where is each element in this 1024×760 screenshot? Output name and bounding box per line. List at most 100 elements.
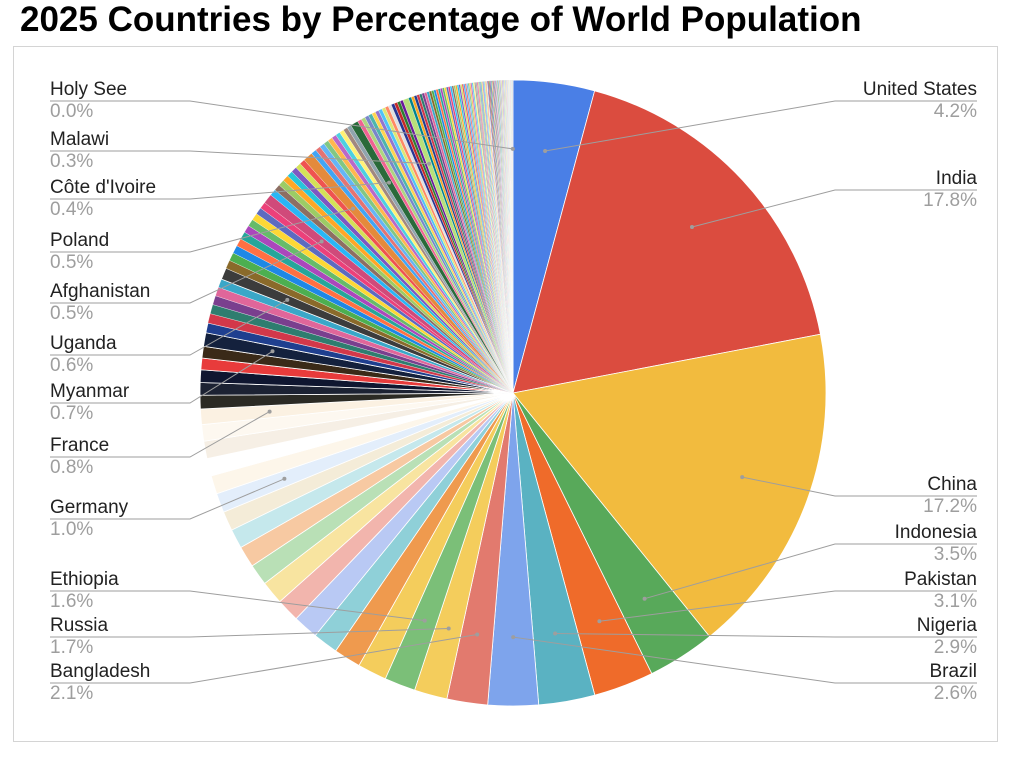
leader-dot <box>427 161 432 166</box>
leader-line <box>50 150 430 165</box>
label-united-states: United States 4.2% <box>863 79 977 123</box>
leader-line <box>50 478 285 520</box>
label-name: Holy See <box>50 79 128 100</box>
leader-dot <box>446 626 451 631</box>
label-percent: 3.1% <box>933 591 977 612</box>
leader-line <box>599 590 977 622</box>
label-bangladesh: Bangladesh 2.1% <box>50 661 150 705</box>
label-name: China <box>927 474 977 495</box>
label-percent: 0.5% <box>50 252 94 273</box>
slice-china <box>512 333 827 638</box>
pie-slices <box>199 79 827 707</box>
leader-dot <box>270 349 275 354</box>
label-percent: 17.8% <box>923 190 977 211</box>
leader-lines <box>50 100 977 684</box>
label-ethiopia: Ethiopia 1.6% <box>50 569 119 613</box>
leader-line <box>50 241 322 304</box>
label-name: Afghanistan <box>50 281 151 302</box>
leader-dot <box>422 618 427 623</box>
label-percent: 0.4% <box>50 199 94 220</box>
label-percent: 1.7% <box>50 637 94 658</box>
label-percent: 0.6% <box>50 355 94 376</box>
leader-dot <box>543 149 548 153</box>
leader-dot <box>597 619 602 624</box>
label-pakistan: Pakistan 3.1% <box>904 569 977 613</box>
label-uganda: Uganda 0.6% <box>50 333 117 377</box>
leader-line <box>513 636 977 684</box>
label-percent: 0.7% <box>50 403 94 424</box>
label-name: France <box>50 435 110 456</box>
leader-line <box>50 100 513 150</box>
label-percent: 2.9% <box>933 637 977 658</box>
label-malawi: Malawi 0.3% <box>50 129 109 173</box>
label-percent: 1.0% <box>50 519 94 540</box>
slice-india <box>512 90 821 394</box>
label-percent: 2.6% <box>933 683 977 704</box>
label-holy-see: Holy See 0.0% <box>50 79 127 123</box>
label-name: Russia <box>50 615 109 636</box>
label-percent: 17.2% <box>923 496 977 517</box>
leader-line <box>50 628 449 638</box>
leader-dot <box>387 180 392 185</box>
label-name: Brazil <box>929 661 977 682</box>
label-name: Indonesia <box>894 522 977 543</box>
label-russia: Russia 1.7% <box>50 615 108 659</box>
label-poland: Poland 0.5% <box>50 230 109 274</box>
leader-line <box>50 590 425 622</box>
label-germany: Germany 1.0% <box>50 497 128 541</box>
label-china: China 17.2% <box>923 474 977 518</box>
label-brazil: Brazil 2.6% <box>929 661 977 705</box>
label-percent: 2.1% <box>50 683 94 704</box>
leader-line <box>50 634 478 684</box>
leader-dot <box>282 476 287 481</box>
label-percent: 0.0% <box>50 101 94 122</box>
leader-line <box>50 350 273 404</box>
leader-dot <box>740 475 745 480</box>
chart-frame <box>13 46 998 742</box>
label-nigeria: Nigeria 2.9% <box>917 615 977 659</box>
leader-dot <box>690 225 694 229</box>
leader-line <box>545 100 977 152</box>
leader-dot <box>642 596 647 601</box>
label-name: Pakistan <box>904 569 977 590</box>
label-afghanistan: Afghanistan 0.5% <box>50 281 150 325</box>
leader-dot <box>285 297 290 302</box>
leader-line <box>50 208 354 253</box>
label-c-te-d-ivoire: Côte d'Ivoire 0.4% <box>50 177 156 221</box>
label-name: Poland <box>50 230 110 251</box>
leader-line <box>50 182 390 200</box>
chart-title: 2025 Countries by Percentage of World Po… <box>20 0 862 39</box>
leader-dot <box>267 409 272 414</box>
leader-line <box>644 543 977 600</box>
leader-dot <box>511 635 516 640</box>
label-indonesia: Indonesia 3.5% <box>895 522 977 566</box>
label-percent: 0.3% <box>50 151 94 172</box>
label-name: Nigeria <box>916 615 977 636</box>
label-france: France 0.8% <box>50 435 109 479</box>
label-name: India <box>935 168 977 189</box>
label-name: Uganda <box>50 333 117 354</box>
leader-dot <box>510 146 515 151</box>
leader-line <box>691 189 977 228</box>
leader-dot <box>319 239 324 244</box>
label-percent: 1.6% <box>50 591 94 612</box>
leader-dot <box>351 206 355 211</box>
leader-line <box>555 633 977 638</box>
label-name: United States <box>862 79 977 100</box>
label-name: Malawi <box>50 129 110 150</box>
leader-line <box>742 476 977 497</box>
label-name: Bangladesh <box>50 661 151 682</box>
label-percent: 4.2% <box>933 101 977 122</box>
leader-dot <box>553 631 558 636</box>
label-percent: 0.5% <box>50 303 94 324</box>
label-name: Germany <box>50 497 129 518</box>
label-name: Ethiopia <box>50 569 119 590</box>
leader-line <box>50 411 270 458</box>
label-name: Myanmar <box>50 381 130 402</box>
label-name: Côte d'Ivoire <box>50 177 157 198</box>
label-percent: 0.8% <box>50 457 94 478</box>
label-india: India 17.8% <box>923 168 977 212</box>
label-percent: 3.5% <box>933 544 977 565</box>
leader-line <box>50 299 288 356</box>
